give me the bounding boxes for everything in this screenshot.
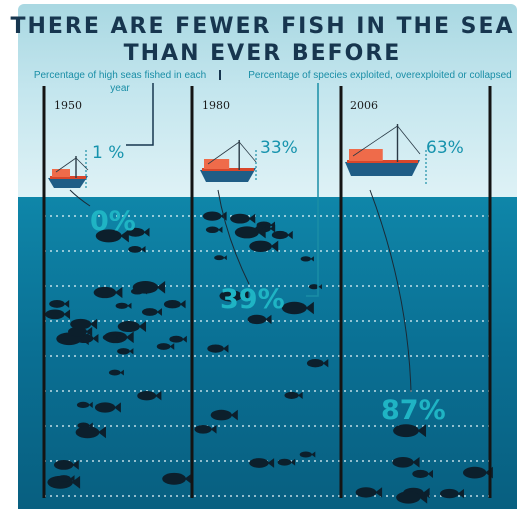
high-seas-fished-label-1980: 33% xyxy=(260,138,298,158)
fish-icon xyxy=(141,308,162,316)
chart-title-line-2: than ever before xyxy=(123,41,402,66)
fish-icon xyxy=(169,335,187,343)
leader-lines xyxy=(85,83,427,297)
fish-icon xyxy=(396,491,428,504)
fish-icon xyxy=(249,458,275,468)
fish-icon xyxy=(162,472,193,485)
boats xyxy=(48,124,421,188)
fish-icon xyxy=(234,226,266,239)
fish-icon xyxy=(53,460,79,470)
fish-icon xyxy=(392,456,420,468)
year-label-1950: 1950 xyxy=(54,99,82,112)
fishing-boat-icon xyxy=(48,156,89,188)
fish-icon xyxy=(115,302,132,309)
legend-species-exploited: Percentage of species exploited, overexp… xyxy=(248,70,512,81)
fish-icon xyxy=(230,213,256,224)
legend-separator xyxy=(219,70,221,80)
fishing-lines xyxy=(69,189,412,393)
fish-icon xyxy=(163,299,186,309)
fish-icon xyxy=(57,475,75,483)
fish-icon xyxy=(117,320,147,333)
fish-icon xyxy=(277,458,296,466)
fish-icon xyxy=(205,226,223,234)
fish-icon xyxy=(284,391,303,399)
species-exploited-label-1980: 39% xyxy=(220,284,285,315)
depth-dashed-lines xyxy=(44,215,490,497)
fish-icon xyxy=(156,343,175,350)
fish-school xyxy=(45,211,493,504)
value-labels: 1 % 33% 63% 0% 39% 87% xyxy=(90,138,464,426)
fish-icon xyxy=(440,488,464,499)
fish-icon xyxy=(128,246,146,253)
fish-icon xyxy=(132,280,166,294)
fish-icon xyxy=(308,284,322,290)
fish-icon xyxy=(70,318,98,330)
fish-icon xyxy=(194,424,217,434)
fish-icon xyxy=(45,309,71,320)
fish-icon xyxy=(210,409,238,421)
fish-icon xyxy=(281,301,314,315)
legend-leader-left xyxy=(126,83,154,146)
fish-icon xyxy=(249,240,279,252)
high-seas-fished-label-1950: 1 % xyxy=(92,143,124,163)
chart-title-line-1: There are fewer fish in the sea xyxy=(10,14,515,39)
fish-icon xyxy=(393,424,427,438)
fish-icon xyxy=(93,286,123,299)
fish-icon xyxy=(117,348,134,355)
fish-icon xyxy=(76,401,93,409)
fish-icon xyxy=(412,469,433,478)
species-exploited-label-2006: 87% xyxy=(381,395,446,426)
year-label-1980: 1980 xyxy=(202,99,230,112)
fish-icon xyxy=(306,359,329,368)
fishing-boat-icon xyxy=(200,140,257,182)
fish-icon xyxy=(299,451,316,458)
sky-background xyxy=(18,4,517,200)
fish-icon xyxy=(95,229,129,243)
fish-icon xyxy=(94,402,121,413)
fishing-line xyxy=(369,189,412,393)
fish-icon xyxy=(126,227,150,237)
fish-icon xyxy=(271,230,293,240)
column-dividers xyxy=(42,86,492,498)
fish-icon xyxy=(219,290,249,302)
species-exploited-label-1950: 0% xyxy=(90,206,136,237)
fish-icon xyxy=(247,314,272,325)
fish-icon xyxy=(355,487,383,498)
fishing-line xyxy=(217,189,250,285)
fish-icon xyxy=(137,390,162,401)
fish-icon xyxy=(108,369,124,376)
fish-icon xyxy=(102,333,121,341)
fish-icon xyxy=(49,299,70,308)
fish-icon xyxy=(75,426,106,439)
legend-leader-right xyxy=(306,83,319,297)
fish-icon xyxy=(300,256,314,262)
fish-icon xyxy=(207,344,229,353)
fish-icon xyxy=(463,466,493,479)
fishing-boat-icon xyxy=(345,124,421,176)
high-seas-fished-label-2006: 63% xyxy=(426,138,464,158)
legend-high-seas-fished: Percentage of high seas fished in each y… xyxy=(33,70,207,94)
fish-icon xyxy=(214,255,227,261)
fishing-line xyxy=(69,189,91,207)
year-label-2006: 2006 xyxy=(350,99,378,112)
